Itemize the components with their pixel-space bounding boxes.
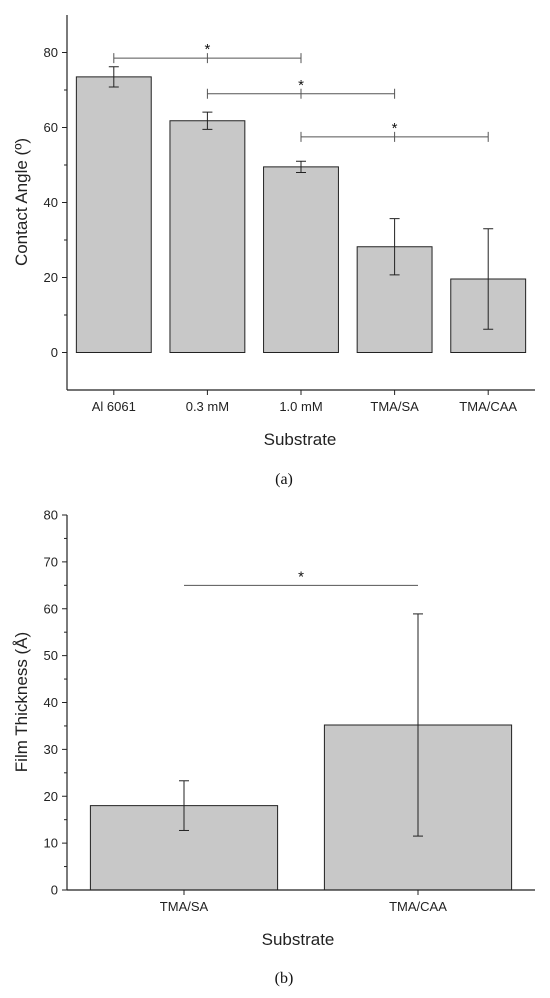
chart-b-x-tick-label: TMA/CAA — [389, 899, 447, 914]
chart-a-y-tick-label: 80 — [44, 45, 58, 60]
chart-a-significance-star: * — [204, 41, 210, 58]
chart-b-y-tick-label: 10 — [44, 836, 58, 851]
chart-b-significance-star: * — [298, 568, 304, 585]
chart-a-x-tick-label: TMA/CAA — [459, 399, 517, 414]
chart-b-y-tick-label: 20 — [44, 789, 58, 804]
chart-b-y-tick-label: 50 — [44, 648, 58, 663]
chart-a-bar — [263, 166, 339, 353]
chart-a-marks: 0 20 40 60 80 Al 6061 0.3 mM 1.0 mM TMA/SA TMA/CA… — [44, 15, 535, 414]
chart-b-marks: 0 10 20 30 40 50 60 70 80 TMA/SA TMA/CAA * — [44, 508, 535, 914]
chart-b-y-tick-label: 70 — [44, 554, 58, 569]
chart-b-y-axis-title: Film Thickness (Å) — [12, 632, 31, 772]
chart-a-x-tick-label: Al 6061 — [92, 399, 136, 414]
chart-a-x-axis-title: Substrate — [264, 430, 337, 449]
chart-a-y-tick-label: 20 — [44, 270, 58, 285]
chart-a-x-tick-label: 0.3 mM — [186, 399, 229, 414]
chart-b-x-tick-label: TMA/SA — [160, 899, 209, 914]
chart-a-bar — [169, 120, 246, 353]
chart-a-bar — [75, 76, 152, 353]
chart-b-panel-label: (b) — [275, 970, 294, 987]
chart-a-y-tick-label: 40 — [44, 195, 58, 210]
chart-a-x-tick-label: TMA/SA — [370, 399, 419, 414]
chart-a-panel-label: (a) — [275, 471, 293, 488]
chart-b-y-tick-label: 0 — [51, 883, 58, 898]
chart-a-y-tick-label: 60 — [44, 120, 58, 135]
chart-a-y-tick-label: 0 — [51, 345, 58, 360]
chart-b-y-tick-label: 60 — [44, 601, 58, 616]
chart-b-x-axis-title: Substrate — [262, 930, 335, 949]
chart-a-y-axis-title: Contact Angle (º) — [12, 138, 31, 266]
chart-film-thickness: 0 10 20 30 40 50 60 70 80 TMA/SA TMA/CAA * Film Thi… — [12, 508, 535, 987]
chart-b-y-tick-label: 30 — [44, 742, 58, 757]
chart-b-y-tick-label: 40 — [44, 695, 58, 710]
chart-a-significance-star: * — [392, 120, 398, 137]
chart-a-significance-star: * — [298, 77, 304, 94]
chart-b-y-tick-label: 80 — [44, 508, 58, 523]
chart-contact-angle: 0 20 40 60 80 Al 6061 0.3 mM 1.0 mM TMA/SA TMA/CA… — [12, 15, 535, 488]
chart-a-x-tick-label: 1.0 mM — [279, 399, 322, 414]
